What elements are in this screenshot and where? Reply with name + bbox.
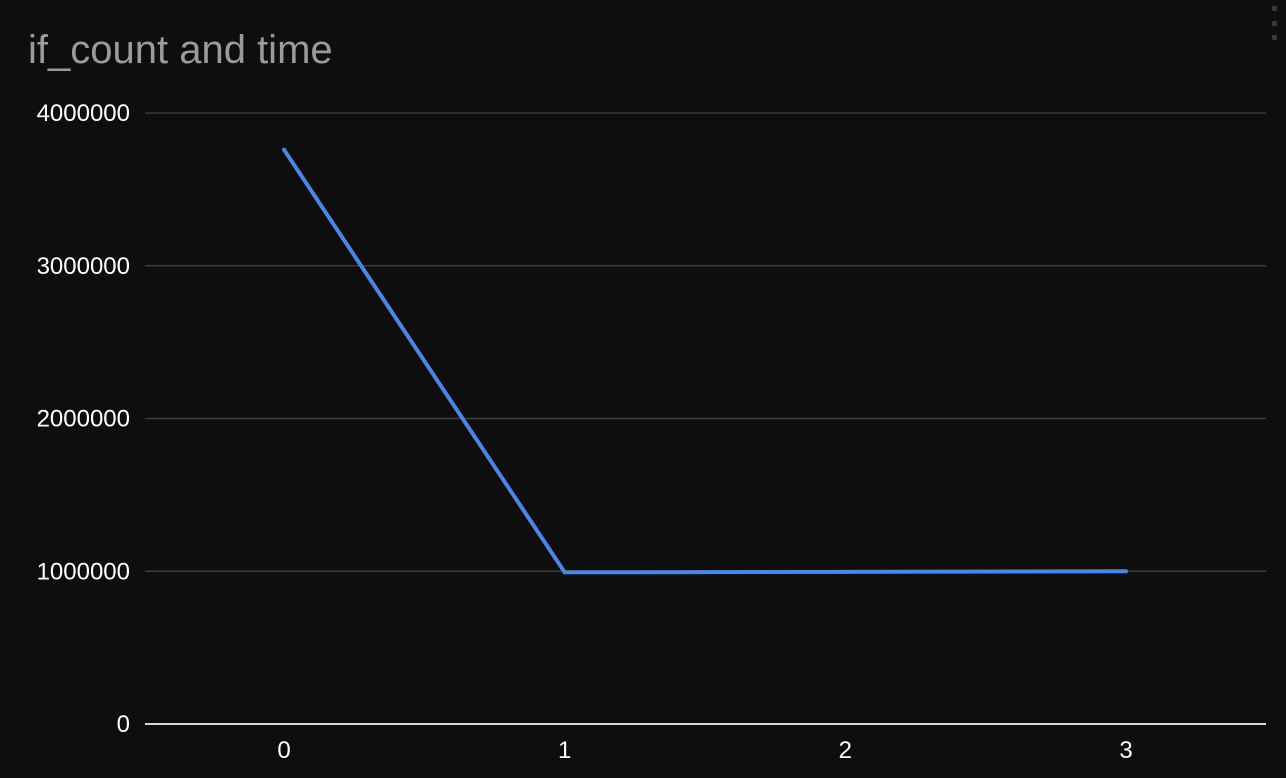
menu-dot [1271,6,1277,11]
x-tick-label: 1 [558,737,571,764]
data-point [1124,569,1128,574]
data-point [843,569,848,574]
menu-dot [1271,20,1277,26]
y-tick-label: 1000000 [37,558,130,585]
y-tick-label: 3000000 [37,253,130,280]
data-point [282,147,286,152]
x-axis-ticks: 0 1 2 3 [277,737,1132,764]
x-tick-label: 2 [839,737,852,764]
x-tick-label: 3 [1119,737,1132,764]
chart-menu-icon[interactable] [1268,6,1280,40]
series [282,147,1128,575]
series-line [282,148,1127,575]
y-tick-label: 0 [117,711,130,738]
gridlines [145,112,1266,572]
y-tick-label: 2000000 [37,406,130,433]
chart-title: if_count and time [28,28,333,72]
x-tick-label: 0 [277,737,290,764]
data-point [562,570,567,575]
y-axis-ticks: 0 1000000 2000000 3000000 4000000 [37,100,130,738]
menu-dot [1271,35,1277,40]
y-tick-label: 4000000 [37,100,130,127]
